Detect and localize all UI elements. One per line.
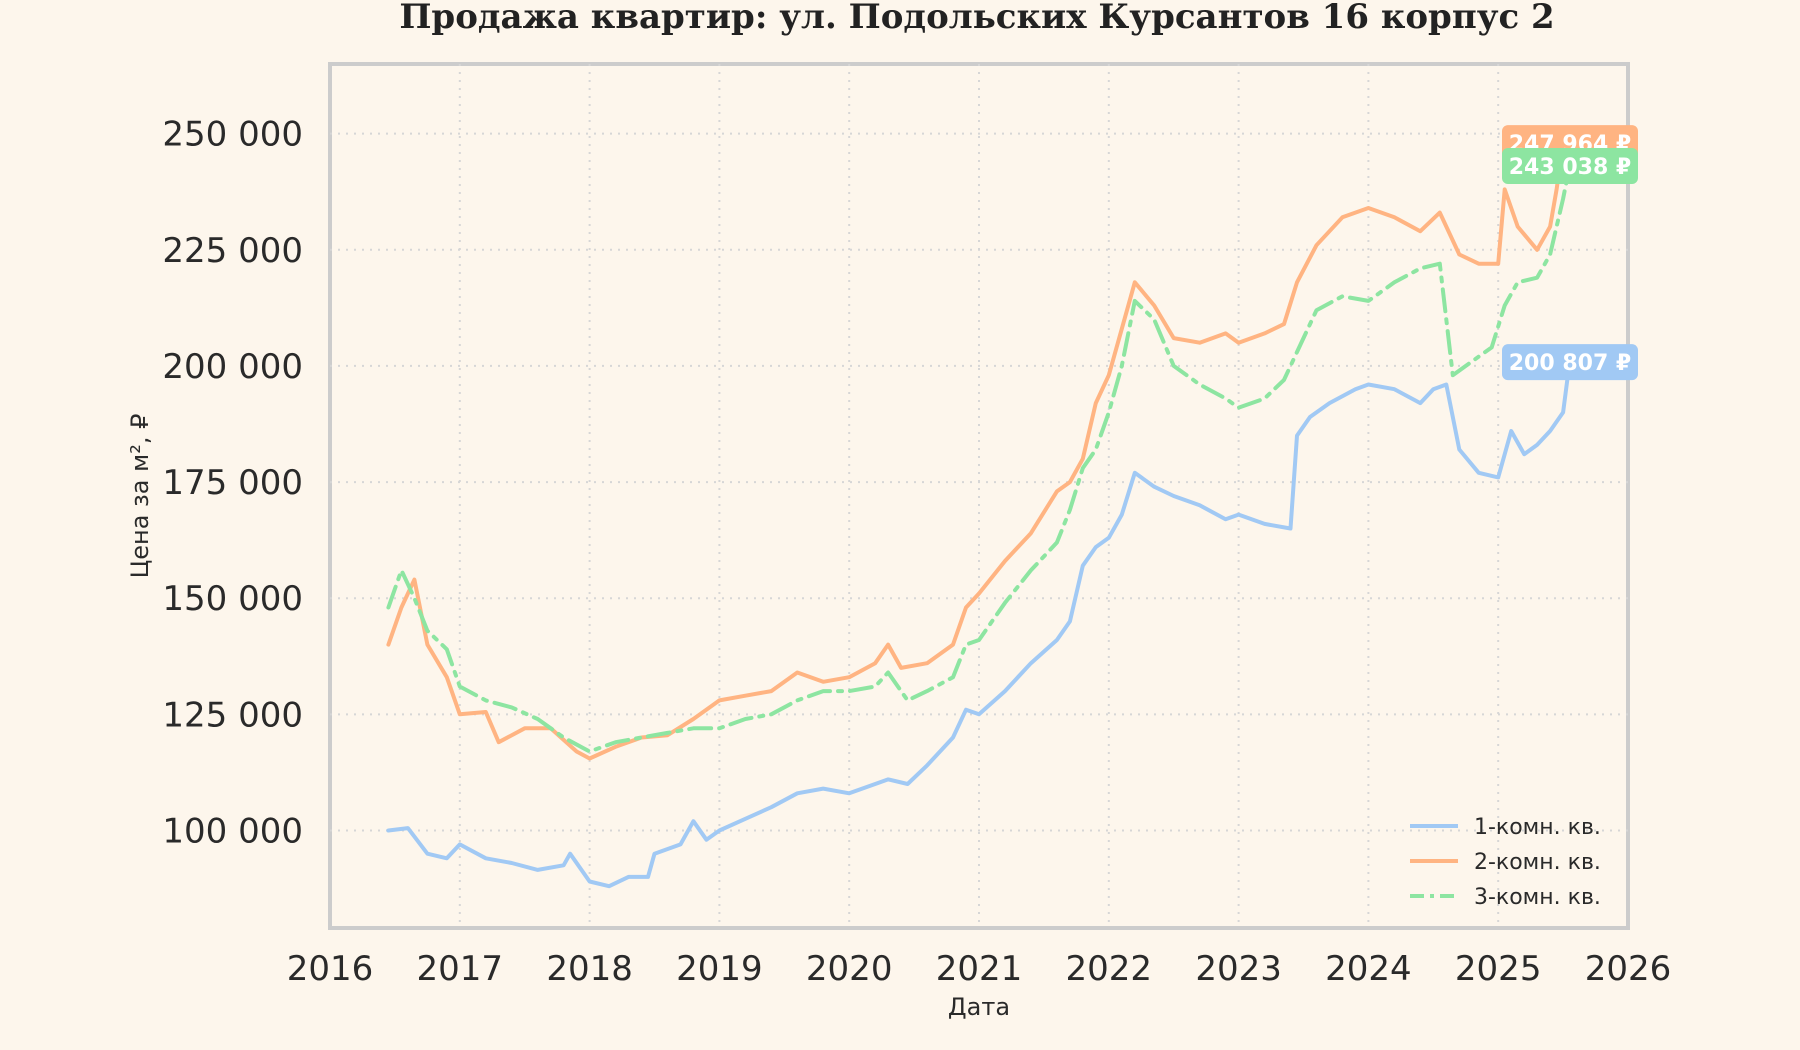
legend: 1-комн. кв. 2-комн. кв. 3-комн. кв. [1410,815,1601,910]
x-tick-label: 2016 [287,949,374,989]
x-tick-label: 2025 [1455,949,1542,989]
y-tick-label: 250 000 [162,115,303,155]
x-tick-label: 2021 [936,949,1023,989]
y-tick-label: 100 000 [162,811,303,851]
y-tick-label: 125 000 [162,695,303,735]
x-tick-label: 2019 [676,949,763,989]
x-tick-label: 2018 [546,949,633,989]
x-tick-label: 2017 [417,949,504,989]
y-tick-label: 200 000 [162,347,303,387]
x-tick-label: 2024 [1325,949,1412,989]
y-tick-label: 150 000 [162,579,303,619]
end-badge-3 [1502,148,1638,185]
grid-layer [330,64,1628,928]
series-line-3 [386,164,1572,754]
legend-label-3: 3-комн. кв. [1474,885,1601,910]
y-tick-labels: 100 000 125 000 150 000 175 000 200 000 225 0… [162,115,303,852]
y-tick-label: 175 000 [162,463,303,503]
end-value-badges: 200 807 ₽247 964 ₽243 038 ₽ [1502,125,1638,381]
legend-label-1: 1-комн. кв. [1474,815,1601,840]
series-line-1 [386,360,1572,889]
legend-label-2: 2-комн. кв. [1474,850,1601,875]
end-badge-1 [1502,344,1638,381]
series-line-2 [386,141,1572,761]
end-badge-label-1: 200 807 ₽ [1509,351,1631,376]
chart-title: Продажа квартир: ул. Подольских Курсанто… [399,0,1554,37]
x-axis-label: Дата [948,993,1010,1021]
y-tick-label: 225 000 [162,231,303,271]
series-layer [386,141,1572,889]
y-axis-label: Цена за м², ₽ [126,414,154,579]
x-tick-labels: 2016 2017 2018 2019 2020 2021 2022 2023 2024 2025… [287,949,1672,989]
x-tick-label: 2020 [806,949,893,989]
x-tick-label: 2026 [1585,949,1672,989]
x-tick-label: 2022 [1066,949,1153,989]
end-badge-label-3: 243 038 ₽ [1509,155,1631,180]
x-tick-label: 2023 [1195,949,1282,989]
